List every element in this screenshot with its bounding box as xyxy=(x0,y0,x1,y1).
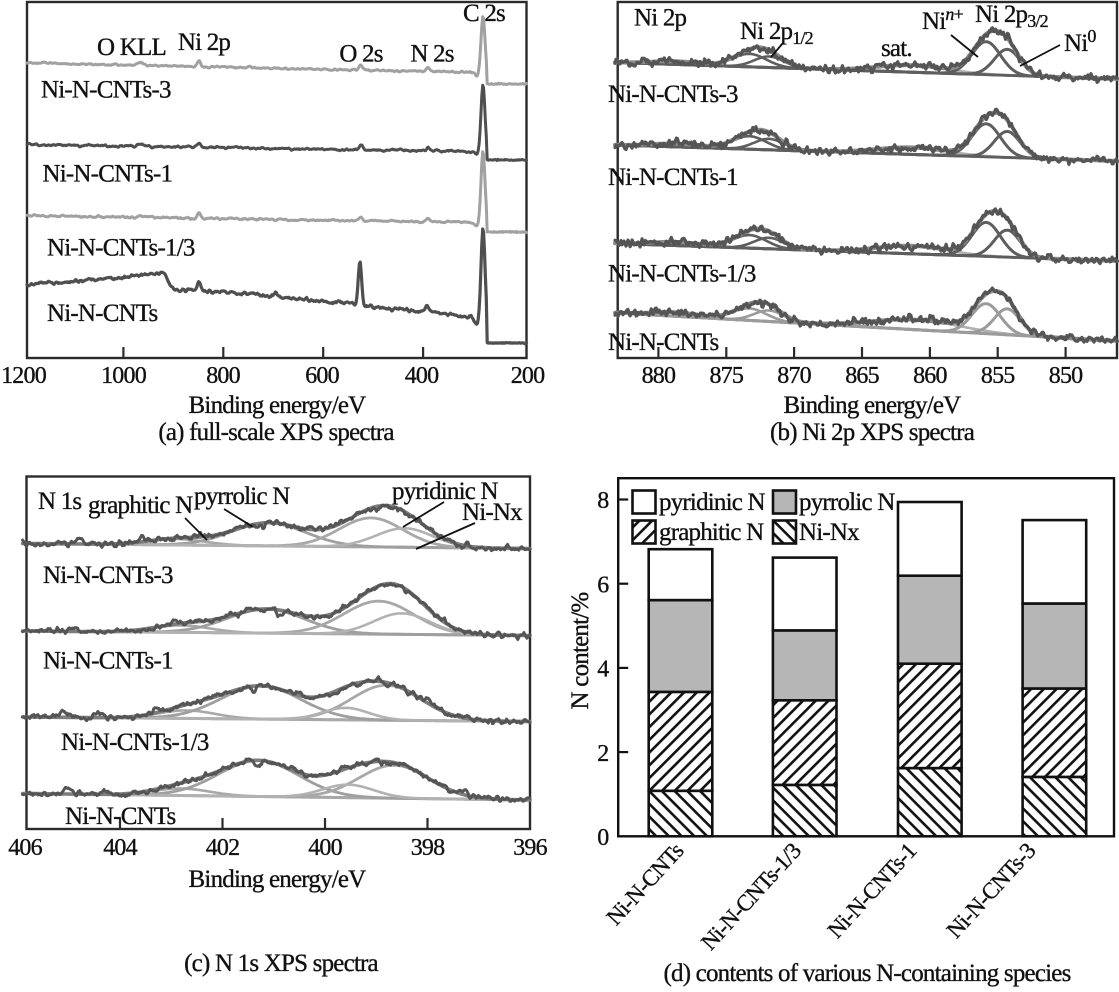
svg-text:Ni-N-CNTs-1/3: Ni-N-CNTs-1/3 xyxy=(61,729,209,756)
svg-text:860: 860 xyxy=(913,363,947,389)
svg-text:Ni 2p: Ni 2p xyxy=(634,5,687,32)
svg-text:Ni-N-CNTs-1/3: Ni-N-CNTs-1/3 xyxy=(608,261,756,288)
svg-text:Binding energy/eV: Binding energy/eV xyxy=(189,392,367,419)
svg-text:200: 200 xyxy=(511,363,545,389)
svg-text:880: 880 xyxy=(642,363,676,389)
svg-text:(d) contents of various N-cont: (d) contents of various N-containing spe… xyxy=(663,960,1070,987)
svg-text:Binding energy/eV: Binding energy/eV xyxy=(784,392,962,419)
svg-text:Ni-N-CNTs-1: Ni-N-CNTs-1 xyxy=(43,161,173,188)
svg-text:400: 400 xyxy=(405,363,439,389)
svg-text:Ni-N-CNTs-3: Ni-N-CNTs-3 xyxy=(608,81,738,108)
svg-text:Ni 2p3/2: Ni 2p3/2 xyxy=(975,1,1048,31)
svg-text:graphitic N: graphitic N xyxy=(88,492,193,519)
svg-text:800: 800 xyxy=(206,363,240,389)
svg-text:398: 398 xyxy=(411,835,445,861)
svg-text:Ni-N-CNTs-3: Ni-N-CNTs-3 xyxy=(41,77,171,104)
svg-text:1000: 1000 xyxy=(101,363,147,389)
svg-text:Ni-N-CNTs: Ni-N-CNTs xyxy=(65,803,176,830)
svg-text:(a) full-scale XPS spectra: (a) full-scale XPS spectra xyxy=(158,419,394,446)
svg-text:pyridinic N: pyridinic N xyxy=(659,489,766,516)
svg-text:N content/%: N content/% xyxy=(567,593,594,710)
svg-text:Ni0: Ni0 xyxy=(1064,26,1096,57)
svg-text:(b) Ni 2p XPS spectra: (b) Ni 2p XPS spectra xyxy=(770,419,975,446)
svg-text:402: 402 xyxy=(206,835,240,861)
svg-text:400: 400 xyxy=(308,835,342,861)
svg-text:(c) N 1s XPS spectra: (c) N 1s XPS spectra xyxy=(184,950,378,977)
svg-text:graphitic N: graphitic N xyxy=(659,519,764,546)
svg-text:396: 396 xyxy=(513,835,547,861)
svg-text:8: 8 xyxy=(597,488,609,514)
svg-text:Ni-N-CNTs-1/3: Ni-N-CNTs-1/3 xyxy=(47,235,195,262)
svg-text:Ni 2p: Ni 2p xyxy=(178,29,231,56)
svg-text:855: 855 xyxy=(981,363,1015,389)
svg-text:Ni-N-CNTs-3: Ni-N-CNTs-3 xyxy=(43,562,173,589)
svg-text:865: 865 xyxy=(845,363,879,389)
svg-text:N 2s: N 2s xyxy=(410,41,453,68)
svg-text:pyridinic N: pyridinic N xyxy=(392,478,499,505)
svg-text:404: 404 xyxy=(103,835,137,861)
svg-text:Ni-Nx: Ni-Nx xyxy=(462,499,523,526)
svg-text:870: 870 xyxy=(777,363,811,389)
svg-text:pyrrolic N: pyrrolic N xyxy=(799,489,895,516)
svg-text:2: 2 xyxy=(597,741,608,767)
svg-text:600: 600 xyxy=(305,363,339,389)
svg-text:sat.: sat. xyxy=(881,35,912,62)
svg-text:Ni-N-CNTs: Ni-N-CNTs xyxy=(47,300,158,327)
svg-text:Ni-N-CNTs-1: Ni-N-CNTs-1 xyxy=(43,648,173,675)
svg-text:O KLL: O KLL xyxy=(97,34,166,61)
svg-text:1200: 1200 xyxy=(1,363,47,389)
svg-text:875: 875 xyxy=(709,363,743,389)
svg-text:850: 850 xyxy=(1049,363,1083,389)
svg-text:O 2s: O 2s xyxy=(339,41,382,68)
svg-text:N 1s: N 1s xyxy=(38,488,81,515)
svg-text:pyrrolic N: pyrrolic N xyxy=(194,483,290,510)
svg-text:6: 6 xyxy=(597,572,609,598)
svg-text:Ni-N-CNTs: Ni-N-CNTs xyxy=(608,329,719,356)
svg-text:4: 4 xyxy=(597,657,609,683)
svg-text:C 2s: C 2s xyxy=(463,0,505,27)
svg-text:406: 406 xyxy=(8,835,42,861)
svg-text:0: 0 xyxy=(597,825,609,851)
svg-text:Ni-Nx: Ni-Nx xyxy=(799,519,860,546)
svg-text:Binding energy/eV: Binding energy/eV xyxy=(189,866,367,893)
svg-text:Ni-N-CNTs-1: Ni-N-CNTs-1 xyxy=(608,164,738,191)
